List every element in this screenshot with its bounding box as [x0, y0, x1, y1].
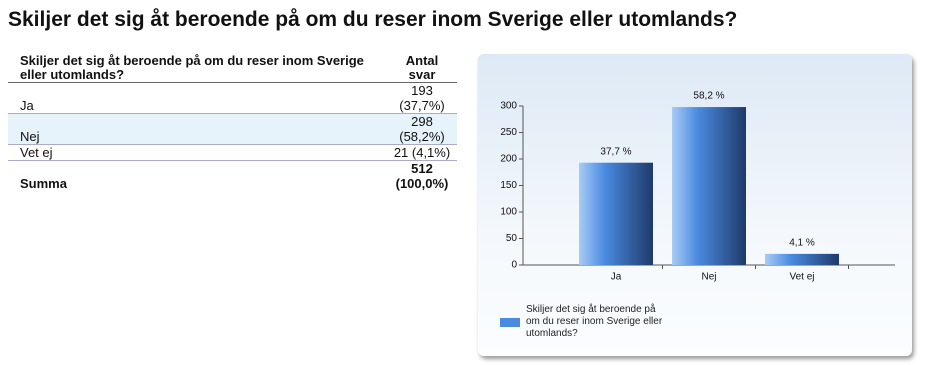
- x-tick-label: Nej: [701, 272, 716, 283]
- header-cell: Antal svar: [387, 54, 457, 83]
- table-cell: Vet ej: [8, 144, 387, 161]
- bar: [765, 253, 839, 265]
- y-tick-label: 150: [500, 180, 517, 191]
- y-tick-label: 300: [500, 101, 517, 112]
- legend-swatch: [500, 317, 520, 327]
- legend: Skiljer det sig åt beroende på om du res…: [500, 304, 671, 340]
- table-row: Summa 512 (100,0%): [8, 161, 457, 192]
- bar-label: 4,1 %: [789, 238, 815, 249]
- y-tick-label: 50: [506, 233, 518, 244]
- bar: [672, 107, 746, 265]
- table-row: Nej 298 (58,2%): [8, 113, 457, 145]
- summary-table: Skiljer det sig åt beroende på om du res…: [8, 54, 457, 191]
- x-tick-label: Vet ej: [789, 272, 814, 283]
- header-cell: Skiljer det sig åt beroende på om du res…: [8, 54, 387, 83]
- table-row: Ja 193 (37,7%): [8, 82, 457, 114]
- chart-panel: 0 50 100 150 200 250 300 Ja 37,7 % Nej 58,2 % Vet e…: [478, 54, 912, 356]
- bar-label: 37,7 %: [600, 146, 631, 157]
- table-header: Skiljer det sig åt beroende på om du res…: [8, 54, 457, 83]
- table-cell: 298 (58,2%): [387, 113, 457, 145]
- y-tick-label: 100: [500, 207, 517, 218]
- bar-label: 58,2 %: [693, 91, 724, 102]
- legend-label: Skiljer det sig åt beroende på om du res…: [526, 304, 663, 339]
- table-cell: 21 (4,1%): [387, 144, 457, 161]
- table-cell: Nej: [8, 113, 387, 145]
- table-cell: Summa: [20, 176, 67, 191]
- page-title: Skiljer det sig åt beroende på om du res…: [8, 8, 738, 31]
- y-tick-label: 200: [500, 154, 517, 165]
- bar: [579, 162, 653, 265]
- table-cell: Ja: [8, 82, 387, 114]
- y-tick-label: 250: [500, 127, 517, 138]
- table-cell: 512 (100,0%): [395, 161, 449, 191]
- table-cell: 193 (37,7%): [387, 82, 457, 114]
- table-row: Vet ej 21 (4,1%): [8, 144, 457, 161]
- x-tick-label: Ja: [611, 272, 622, 283]
- chart: 0 50 100 150 200 250 300 Ja 37,7 % Nej 58,2 % Vet e…: [500, 91, 895, 283]
- y-tick-label: 0: [511, 260, 517, 271]
